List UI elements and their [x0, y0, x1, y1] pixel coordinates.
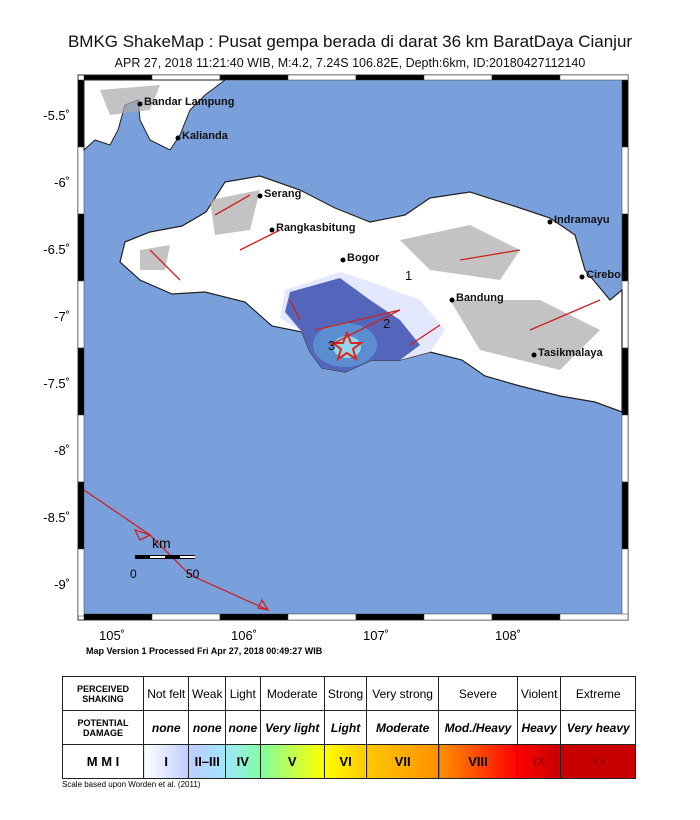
lat-tick-label: -6.5˚: [43, 242, 70, 257]
mmi-cell: VIII: [438, 744, 518, 779]
city-label: Cirebon: [586, 269, 628, 281]
mmi-cell: II–III: [188, 744, 227, 779]
row-header: M M I: [62, 744, 144, 779]
lon-tick-label: 108˚: [495, 628, 521, 643]
city-marker: [175, 135, 181, 141]
mmi-cell: VII: [366, 744, 440, 779]
shakemap: 2 3 1 Bandar Lampung Kalianda Serang Rangka…: [43, 74, 629, 643]
svg-text:0: 0: [130, 567, 137, 581]
shaking-cell: Weak: [188, 676, 227, 711]
mmi-cell: IX: [516, 744, 562, 779]
shaking-cell: Moderate: [259, 676, 325, 711]
map-title: BMKG ShakeMap : Pusat gempa berada di da…: [67, 32, 633, 51]
scale-bar: km 0 50: [130, 535, 200, 581]
damage-cell: none: [225, 710, 261, 745]
mmi-cell: X+: [560, 744, 636, 779]
damage-cell: none: [142, 710, 190, 745]
city-label: Bandar Lampung: [144, 96, 234, 108]
lat-tick-label: -7.5˚: [43, 376, 70, 391]
epicenter-star-icon: [330, 330, 364, 362]
shaking-cell: Not felt: [142, 676, 190, 711]
contour-label: 1: [405, 268, 412, 283]
city-marker: [449, 297, 455, 303]
mmi-cell: IV: [225, 744, 261, 779]
shaking-cell: Light: [225, 676, 261, 711]
city-label: Bogor: [347, 252, 380, 264]
city-marker: [531, 352, 537, 358]
row-header: PERCEIVED SHAKING: [62, 676, 144, 711]
shaking-cell: Very strong: [366, 676, 440, 711]
mmi-cell: I: [142, 744, 190, 779]
city-marker: [257, 193, 263, 199]
city-marker: [547, 219, 553, 225]
city-label: Kalianda: [182, 130, 229, 142]
intensity-legend: PERCEIVED SHAKING Not felt Weak Light Modera…: [62, 676, 636, 779]
shaking-cell: Severe: [438, 676, 518, 711]
svg-text:km: km: [152, 535, 171, 551]
damage-cell: none: [188, 710, 227, 745]
lon-tick-label: 106˚: [231, 628, 257, 643]
city-label: Serang: [264, 188, 301, 200]
city-label: Bandung: [456, 292, 504, 304]
lat-tick-label: -8˚: [54, 443, 70, 458]
damage-cell: Light: [323, 710, 368, 745]
contour-label: 3: [328, 338, 335, 353]
lat-tick-label: -5.5˚: [43, 108, 70, 123]
event-info: APR 27, 2018 11:21:40 WIB, M:4.2, 7.24S …: [114, 56, 586, 70]
svg-text:50: 50: [186, 567, 200, 581]
lon-tick-label: 105˚: [99, 628, 125, 643]
damage-cell: Very heavy: [560, 710, 636, 745]
city-label: Tasikmalaya: [538, 347, 604, 359]
damage-cell: Very light: [259, 710, 325, 745]
mmi-cell: VI: [323, 744, 368, 779]
city-marker: [340, 257, 346, 263]
lat-tick-label: -6˚: [54, 175, 70, 190]
row-header: POTENTIAL DAMAGE: [62, 710, 144, 745]
lon-tick-label: 107˚: [363, 628, 389, 643]
lat-tick-label: -7˚: [54, 309, 70, 324]
contour-label: 2: [383, 316, 390, 331]
damage-cell: Moderate: [366, 710, 440, 745]
damage-cell: Mod./Heavy: [438, 710, 518, 745]
city-marker: [269, 227, 275, 233]
damage-cell: Heavy: [516, 710, 562, 745]
lat-tick-label: -9˚: [54, 577, 70, 592]
processed-info: Map Version 1 Processed Fri Apr 27, 2018…: [86, 646, 323, 656]
mmi-cell: V: [259, 744, 325, 779]
shaking-cell: Extreme: [560, 676, 636, 711]
city-label: Rangkasbitung: [276, 222, 355, 234]
shaking-intensity: [280, 272, 445, 372]
scale-note: Scale based upon Worden et al. (2011): [62, 780, 201, 789]
city-label: Indramayu: [554, 214, 610, 226]
lat-tick-label: -8.5˚: [43, 510, 70, 525]
shaking-cell: Violent: [516, 676, 562, 711]
shaking-cell: Strong: [323, 676, 368, 711]
city-marker: [137, 101, 143, 107]
terrain: [100, 85, 600, 370]
city-marker: [579, 274, 585, 280]
